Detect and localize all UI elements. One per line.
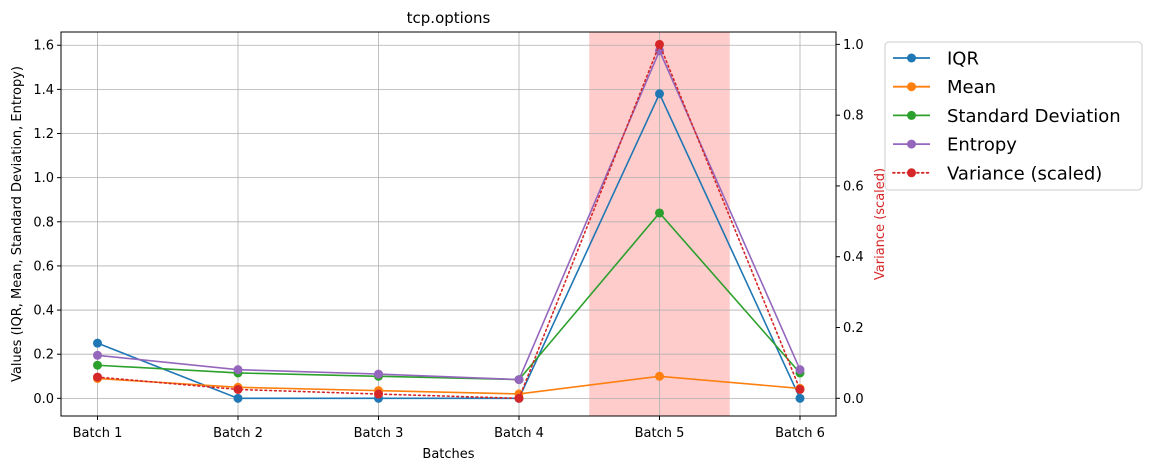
x-tick-label: Batch 4 xyxy=(494,426,544,441)
data-point-iqr xyxy=(93,338,102,348)
data-point-variance-scaled xyxy=(655,39,664,49)
data-point-iqr xyxy=(795,393,805,403)
y-tick-label: 0.2 xyxy=(33,348,54,363)
y-right-tick-label: 0.4 xyxy=(843,250,864,265)
data-point-variance-scaled xyxy=(233,384,243,394)
ticks-layer: Batch 1 Batch 2 Batch 3 Batch 4 Batch 5 Batch… xyxy=(33,38,863,441)
x-tick-label: Batch 2 xyxy=(213,426,263,441)
x-tick-label: Batch 1 xyxy=(73,426,123,441)
legend-swatch-marker-variance-scaled xyxy=(907,168,916,178)
data-point-iqr xyxy=(233,393,243,403)
y-right-tick-label: 0.8 xyxy=(843,109,864,124)
y-right-tick-label: 1.0 xyxy=(843,38,864,53)
chart-title: tcp.options xyxy=(407,9,491,27)
y-right-tick-label: 0.2 xyxy=(843,321,864,336)
y-tick-label: 1.0 xyxy=(33,171,54,186)
data-point-mean xyxy=(655,371,664,381)
y-tick-label: 1.4 xyxy=(33,83,54,98)
series-line-iqr xyxy=(97,91,801,400)
y-tick-label: 1.6 xyxy=(33,39,54,54)
data-point-standard-deviation xyxy=(655,208,664,218)
y-right-tick-label: 0.6 xyxy=(843,179,864,194)
x-tick-label: Batch 6 xyxy=(775,426,825,441)
y-tick-label: 0.8 xyxy=(33,215,54,230)
y-tick-label: 1.2 xyxy=(33,127,54,142)
data-point-iqr xyxy=(655,89,664,99)
data-point-variance-scaled xyxy=(374,389,383,399)
data-point-variance-scaled xyxy=(795,384,805,394)
x-axis-title: Batches xyxy=(422,447,474,462)
legend-swatch-marker-iqr xyxy=(907,53,916,63)
y-tick-label: 0.4 xyxy=(33,304,54,319)
legend-swatch-marker-entropy xyxy=(907,139,916,149)
series-line-mean xyxy=(97,375,801,395)
legend-label-variance-scaled: Variance (scaled) xyxy=(947,163,1102,184)
data-point-entropy xyxy=(374,369,383,379)
legend-label-mean: Mean xyxy=(947,77,996,98)
series-line-standard-deviation xyxy=(97,211,801,381)
data-point-standard-deviation xyxy=(93,360,102,370)
y-axis-title: Values (IQR, Mean, Standard Deviation, E… xyxy=(10,66,25,382)
y-tick-label: 0.0 xyxy=(33,392,54,407)
series-line-variance-scaled xyxy=(96,42,801,400)
y-axis-right-title: Variance (scaled) xyxy=(873,168,888,280)
legend-swatch-marker-standard-deviation xyxy=(907,110,916,120)
y-tick-label: 0.6 xyxy=(33,259,54,274)
series-line-entropy xyxy=(97,48,801,381)
legend-box xyxy=(884,41,1143,191)
legend: IQR Mean Standard Deviation Entropy Variance… xyxy=(884,41,1143,191)
y-right-tick-label: 0.0 xyxy=(843,392,864,407)
x-tick-label: Batch 3 xyxy=(354,426,404,441)
data-point-entropy xyxy=(93,350,102,360)
data-point-variance-scaled xyxy=(93,372,102,382)
legend-label-standard-deviation: Standard Deviation xyxy=(947,106,1121,127)
legend-label-iqr: IQR xyxy=(947,49,979,70)
series-layer xyxy=(93,39,805,403)
data-point-entropy xyxy=(233,365,243,375)
legend-label-entropy: Entropy xyxy=(947,135,1017,156)
x-tick-label: Batch 5 xyxy=(635,426,685,441)
data-point-variance-scaled xyxy=(514,393,524,403)
plot-frame xyxy=(60,31,837,417)
data-point-entropy xyxy=(795,365,805,375)
data-point-entropy xyxy=(514,375,524,385)
legend-items: IQR Mean Standard Deviation Entropy Variance… xyxy=(892,49,1121,184)
legend-swatch-marker-mean xyxy=(907,82,916,92)
